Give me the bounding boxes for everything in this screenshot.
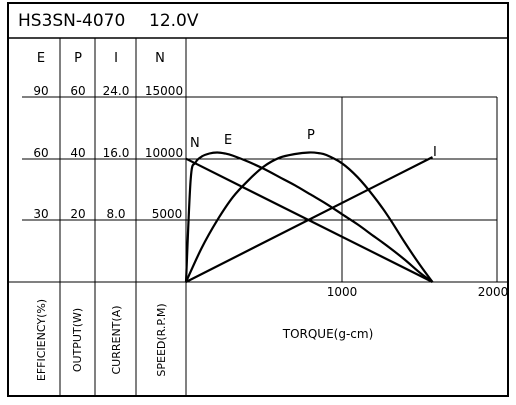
x-tick-2000: 2000 <box>478 285 509 299</box>
y-ticks-90: 90 60 24.0 15000 <box>33 84 183 98</box>
series-e-label: E <box>224 133 232 148</box>
chart-title: HS3SN-4070 <box>18 11 125 31</box>
y-label-current: CURRENT(A) <box>110 305 123 374</box>
tick-n-5000: 5000 <box>152 207 183 221</box>
series-n-label: N <box>190 136 200 151</box>
chart-subtitle: 12.0V <box>149 11 199 31</box>
y-label-output: OUTPUT(W) <box>71 308 84 372</box>
x-tick-1000: 1000 <box>327 285 358 299</box>
tick-p-20: 20 <box>70 207 85 221</box>
series-p-line <box>184 151 434 283</box>
y-ticks-60: 60 40 16.0 10000 <box>33 146 183 160</box>
series-layer <box>184 151 434 283</box>
tick-n-15000: 15000 <box>145 84 183 98</box>
tick-i-16: 16.0 <box>103 146 130 160</box>
chart-border <box>7 2 509 397</box>
y-ticks-30: 30 20 8.0 5000 <box>33 207 182 221</box>
col-header-n: N <box>155 51 165 66</box>
tick-e-90: 90 <box>33 84 48 98</box>
series-e-line <box>184 151 434 283</box>
y-label-efficiency: EFFICIENCY(%) <box>35 299 48 381</box>
col-header-p: P <box>74 51 82 66</box>
tick-i-8: 8.0 <box>106 207 125 221</box>
tick-n-10000: 10000 <box>145 146 183 160</box>
series-i-label: I <box>433 145 437 160</box>
x-axis-title: TORQUE(g-cm) <box>282 327 374 341</box>
col-header-i: I <box>114 51 118 66</box>
col-header-e: E <box>37 51 45 66</box>
y-label-speed: SPEED(R.P.M) <box>155 303 168 376</box>
tick-i-24: 24.0 <box>103 84 130 98</box>
tick-e-60: 60 <box>33 146 48 160</box>
tick-p-40: 40 <box>70 146 85 160</box>
plot-grid <box>22 96 508 283</box>
series-p-label: P <box>307 128 315 143</box>
tick-p-60: 60 <box>70 84 85 98</box>
series-i-line <box>185 156 433 283</box>
tick-e-30: 30 <box>33 207 48 221</box>
